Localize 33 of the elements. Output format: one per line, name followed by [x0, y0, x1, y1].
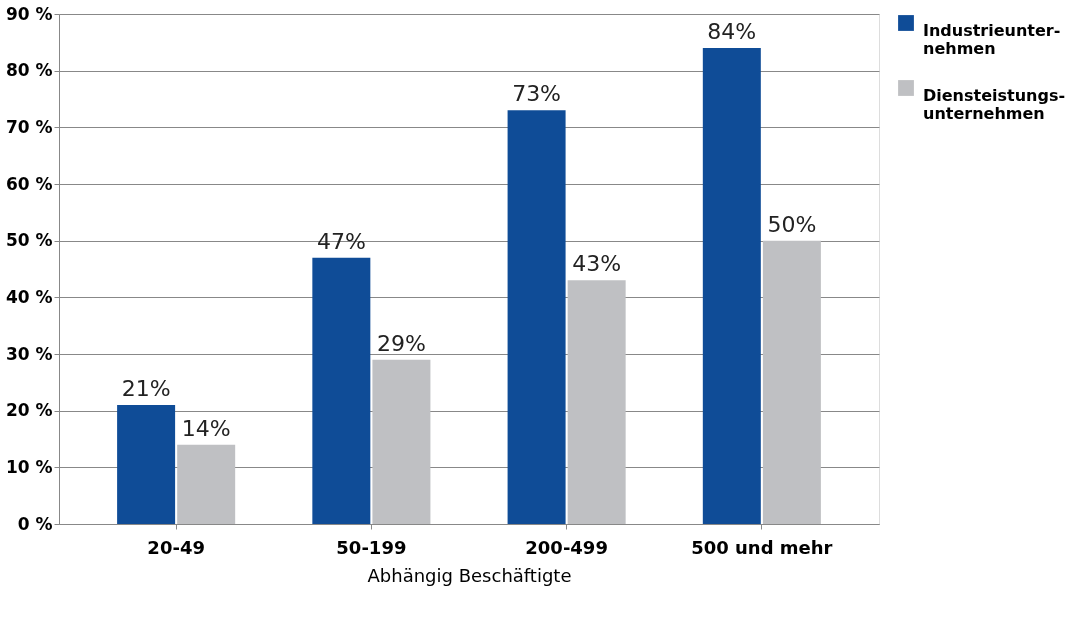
bar [762, 240, 821, 524]
y-tick-label: 50 % [5, 230, 53, 251]
x-tick-label: 200-499 [525, 536, 608, 558]
x-tick-label: 20-49 [147, 536, 205, 558]
data-label: 29% [376, 330, 426, 356]
y-tick-label: 90 % [5, 3, 53, 24]
data-label: 14% [181, 415, 231, 441]
data-label: 21% [121, 376, 171, 401]
legend-label: Diensteistungs- unternehmen [923, 86, 1066, 123]
bar [567, 280, 626, 524]
bar [372, 359, 431, 524]
data-label: 50% [767, 211, 817, 237]
bar [507, 110, 566, 524]
data-label: 43% [572, 251, 622, 277]
y-tick-label: 60 % [5, 173, 53, 194]
x-tick-label: 500 und mehr [691, 536, 833, 558]
y-tick-label: 20 % [5, 400, 53, 421]
y-tick-label: 0 % [17, 513, 53, 534]
bar [312, 257, 371, 524]
legend-label: Industrieunter- nehmen [923, 21, 1061, 58]
bar [702, 48, 761, 524]
data-label: 73% [512, 81, 562, 107]
data-label: 47% [316, 228, 366, 254]
y-tick-label: 80 % [5, 60, 53, 81]
y-tick-label: 40 % [5, 286, 53, 307]
bar [177, 444, 236, 524]
y-tick-label: 30 % [5, 343, 53, 364]
x-tick-label: 50-199 [336, 536, 407, 558]
y-tick-label: 10 % [5, 456, 53, 477]
bar [117, 405, 176, 524]
data-label: 84% [707, 19, 757, 44]
y-tick-label: 70 % [5, 116, 53, 137]
x-axis-title: Abhängig Beschäftigte [367, 564, 572, 586]
